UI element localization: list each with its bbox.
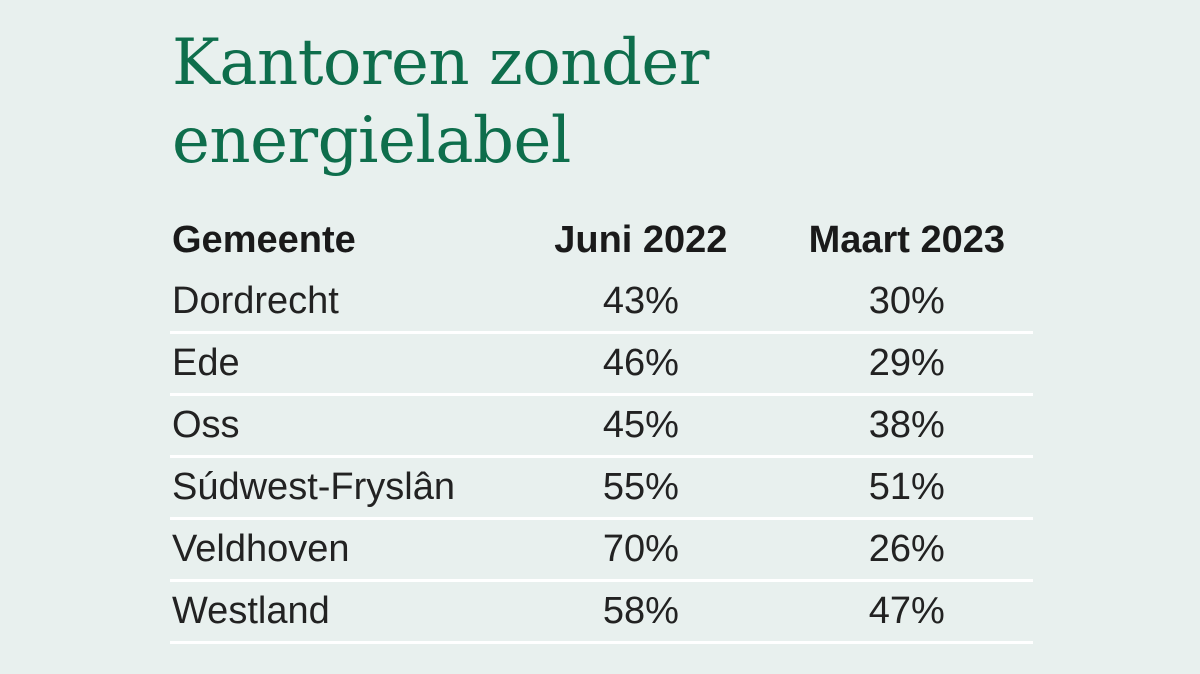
column-header-juni-2022: Juni 2022 <box>554 218 728 261</box>
table-row: Dordrecht 43% 30% <box>170 272 1033 334</box>
cell-juni-2022: 45% <box>602 404 679 446</box>
chart-title: Kantoren zonder energielabel <box>172 26 709 178</box>
cell-maart-2023: 26% <box>868 528 945 570</box>
cell-gemeente: Oss <box>172 404 240 446</box>
table-row: Veldhoven 70% 26% <box>170 520 1033 582</box>
cell-maart-2023: 47% <box>868 590 945 632</box>
column-header-maart-2023: Maart 2023 <box>808 218 1006 261</box>
cell-gemeente: Ede <box>172 342 240 384</box>
cell-gemeente: Westland <box>172 590 330 632</box>
cell-juni-2022: 55% <box>602 466 679 508</box>
cell-maart-2023: 38% <box>868 404 945 446</box>
data-table: Gemeente Juni 2022 Maart 2023 Dordrecht … <box>170 208 1033 644</box>
column-header-gemeente: Gemeente <box>172 218 356 261</box>
cell-juni-2022: 43% <box>602 280 679 322</box>
cell-maart-2023: 30% <box>868 280 945 322</box>
table-header-row: Gemeente Juni 2022 Maart 2023 <box>170 208 1033 272</box>
cell-maart-2023: 51% <box>868 466 945 508</box>
table-row: Oss 45% 38% <box>170 396 1033 458</box>
table-row: Súdwest-Fryslân 55% 51% <box>170 458 1033 520</box>
cell-juni-2022: 58% <box>602 590 679 632</box>
cell-gemeente: Veldhoven <box>172 528 350 570</box>
table-row: Westland 58% 47% <box>170 582 1033 644</box>
cell-juni-2022: 46% <box>602 342 679 384</box>
cell-juni-2022: 70% <box>602 528 679 570</box>
cell-maart-2023: 29% <box>868 342 945 384</box>
cell-gemeente: Dordrecht <box>172 280 339 322</box>
cell-gemeente: Súdwest-Fryslân <box>172 466 455 508</box>
table-row: Ede 46% 29% <box>170 334 1033 396</box>
